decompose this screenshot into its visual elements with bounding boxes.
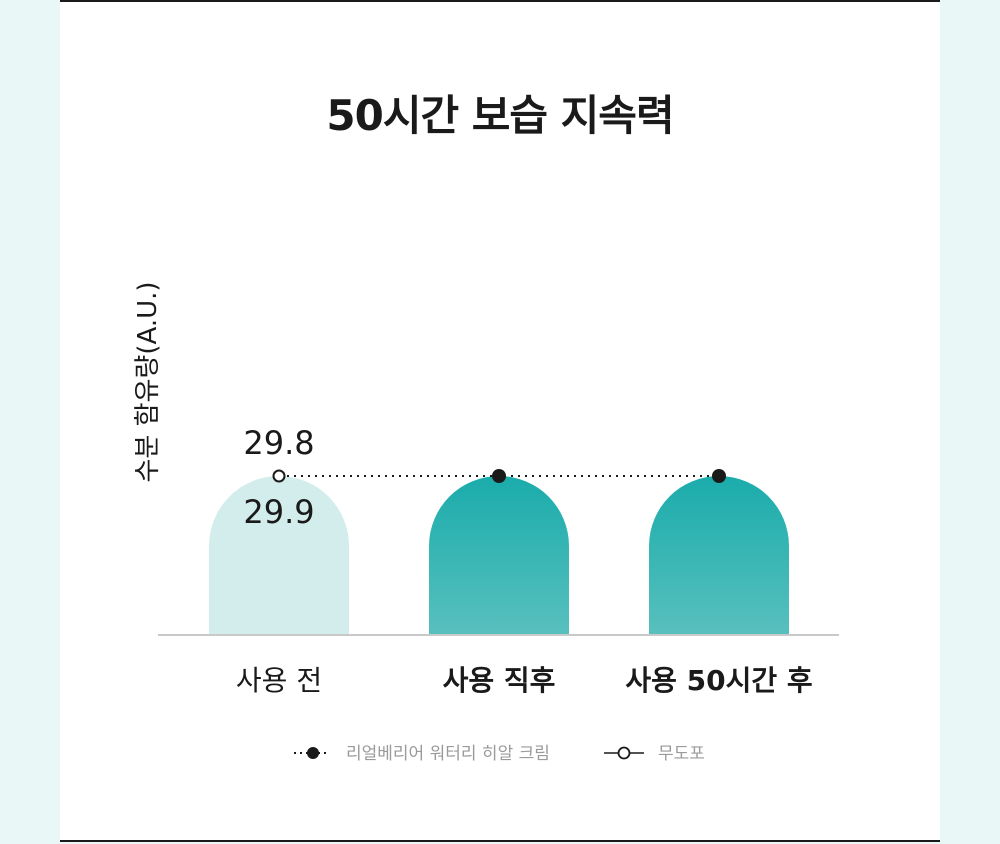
bar-1 (209, 476, 349, 635)
legend: 리얼베리어 워터리 히알 크림 무도포 (294, 744, 705, 764)
legend-label-product: 리얼베리어 워터리 히알 크림 (346, 744, 550, 764)
chart-panel: 50시간 보습 지속력 수분 함유량(A.U.) 29.8 29.9 사용 전 사용… (60, 0, 940, 842)
untreated-point (272, 469, 286, 483)
legend-item-product: 리얼베리어 워터리 히알 크림 (294, 744, 550, 764)
product-point-2 (492, 469, 506, 483)
bar-3 (649, 476, 789, 635)
y-axis-label: 수분 함유량(A.U.) (133, 281, 163, 482)
data-label-product: 29.8 (243, 424, 314, 462)
category-label-2: 사용 직후 (443, 664, 556, 697)
moisture-bar-chart: 수분 함유량(A.U.) 29.8 29.9 사용 전 사용 직후 사용 50시간 후… (133, 281, 839, 764)
legend-filled-dot-icon (307, 747, 319, 759)
legend-open-dot-icon (617, 746, 631, 760)
legend-item-untreated: 무도포 (604, 744, 705, 764)
legend-label-untreated: 무도포 (658, 744, 705, 764)
chart-title: 50시간 보습 지속력 (326, 91, 674, 140)
bar-2 (429, 476, 569, 635)
product-point-3 (712, 469, 726, 483)
category-label-1: 사용 전 (236, 664, 322, 697)
data-label-untreated: 29.9 (243, 493, 314, 531)
category-label-3: 사용 50시간 후 (625, 664, 812, 697)
